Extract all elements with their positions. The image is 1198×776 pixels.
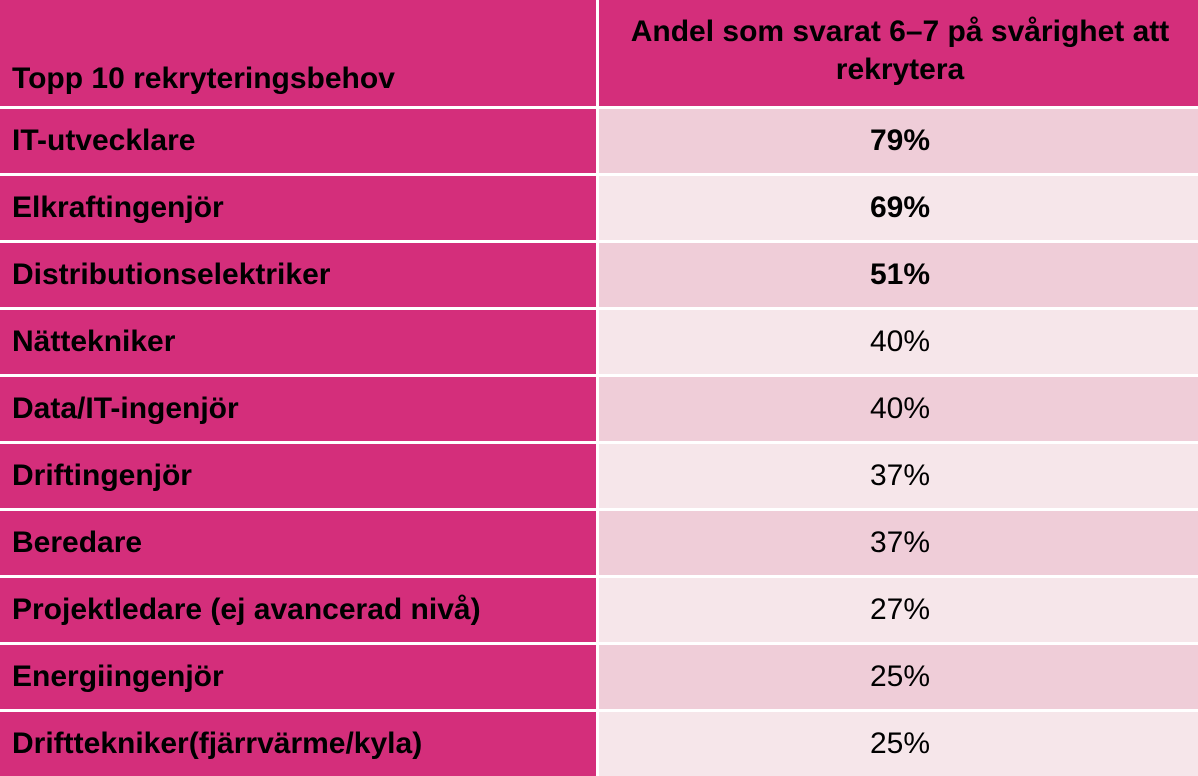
row-label: Nättekniker	[0, 310, 596, 374]
row-label: Distributionselektriker	[0, 243, 596, 307]
row-value: 25%	[599, 645, 1198, 709]
row-value: 27%	[599, 578, 1198, 642]
row-label: Elkraftingenjör	[0, 176, 596, 240]
row-label: Beredare	[0, 511, 596, 575]
row-label: Projektledare (ej avancerad nivå)	[0, 578, 596, 642]
row-value: 37%	[599, 444, 1198, 508]
header-difficulty-share: Andel som svarat 6–7 på svårighet att re…	[599, 0, 1198, 106]
row-label: Drifttekniker(fjärrvärme/kyla)	[0, 712, 596, 776]
row-label: Driftingenjör	[0, 444, 596, 508]
row-value: 69%	[599, 176, 1198, 240]
row-value: 25%	[599, 712, 1198, 776]
row-label: Data/IT-ingenjör	[0, 377, 596, 441]
row-value: 79%	[599, 109, 1198, 173]
row-value: 37%	[599, 511, 1198, 575]
row-value: 40%	[599, 377, 1198, 441]
row-label: Energiingenjör	[0, 645, 596, 709]
row-label: IT-utvecklare	[0, 109, 596, 173]
header-recruitment-needs: Topp 10 rekryteringsbehov	[0, 0, 596, 106]
row-value: 40%	[599, 310, 1198, 374]
row-value: 51%	[599, 243, 1198, 307]
